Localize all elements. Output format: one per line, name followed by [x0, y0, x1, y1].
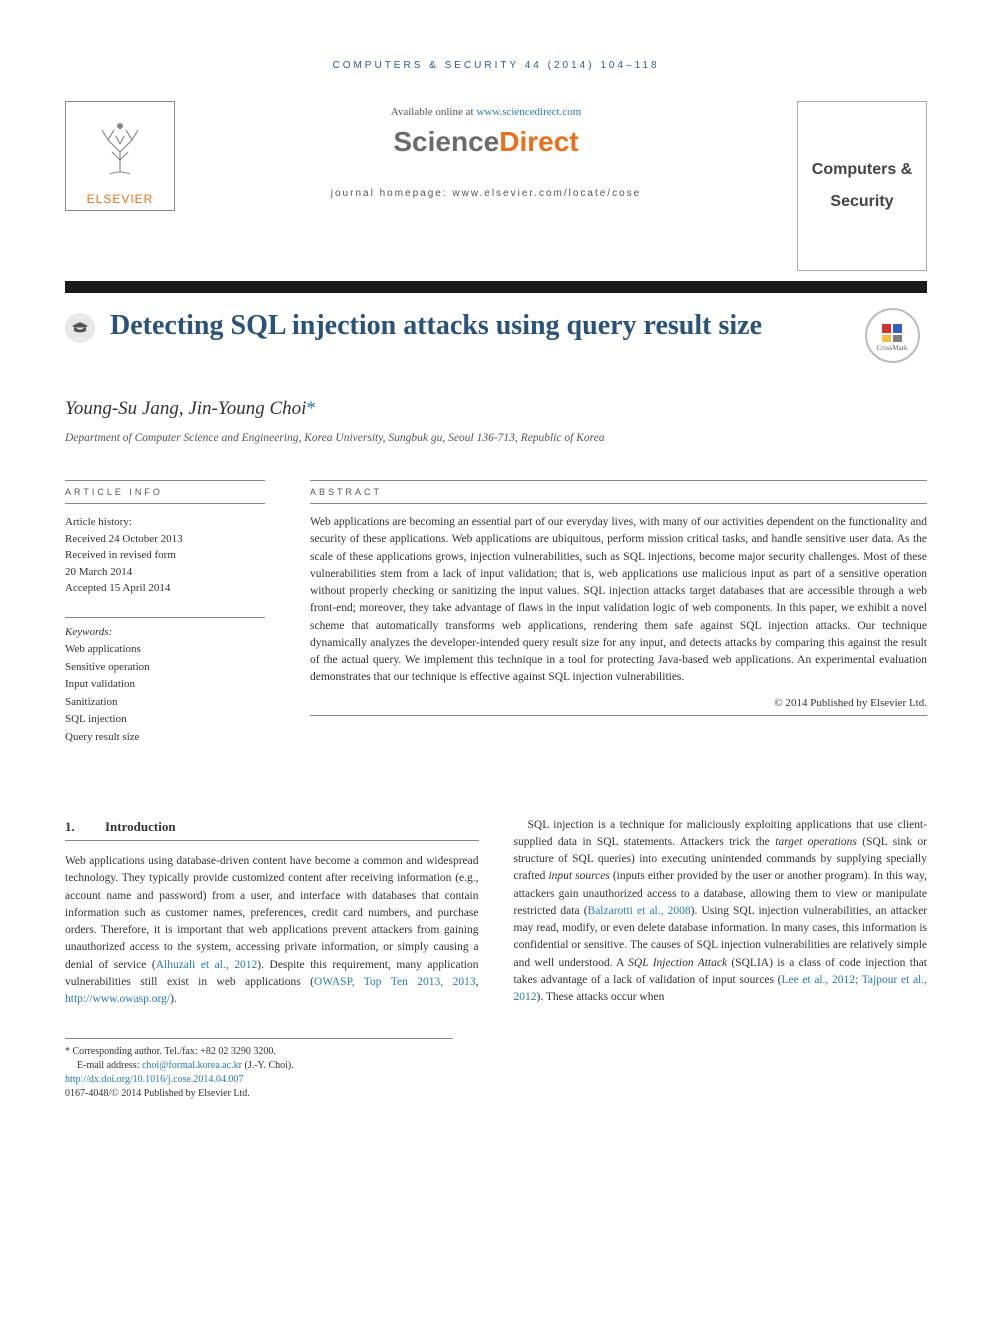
abstract-text: Web applications are becoming an essenti… [310, 514, 927, 687]
header-block: ELSEVIER Available online at www.science… [65, 101, 927, 271]
corresponding-author: * Corresponding author. Tel./fax: +82 02… [65, 1045, 453, 1059]
footnotes: * Corresponding author. Tel./fax: +82 02… [65, 1038, 453, 1101]
article-info: ARTICLE INFO Article history: Received 2… [65, 474, 265, 747]
issn-line: 0167-4048/© 2014 Published by Elsevier L… [65, 1087, 453, 1101]
article-title: Detecting SQL injection attacks using qu… [110, 308, 842, 344]
corr-marker: * [306, 398, 316, 419]
article-history: Article history: Received 24 October 201… [65, 514, 265, 597]
section-heading: 1.Introduction [65, 817, 479, 842]
elsevier-tree-icon [90, 102, 150, 192]
external-link[interactable]: http://www.owasp.org/ [65, 993, 170, 1005]
abstract-heading: ABSTRACT [310, 487, 927, 497]
copyright: © 2014 Published by Elsevier Ltd. [310, 697, 927, 709]
keywords: Keywords: Web applications Sensitive ope… [65, 624, 265, 747]
doi-link[interactable]: http://dx.doi.org/10.1016/j.cose.2014.04… [65, 1074, 243, 1085]
running-head: COMPUTERS & SECURITY 44 (2014) 104–118 [65, 60, 927, 71]
graduation-cap-icon [65, 313, 95, 343]
available-online: Available online at www.sciencedirect.co… [195, 106, 777, 118]
crossmark-badge[interactable]: CrossMark [857, 308, 927, 363]
email-line: E-mail address: choi@formal.korea.ac.kr … [65, 1059, 453, 1073]
sciencedirect-link[interactable]: www.sciencedirect.com [476, 106, 581, 118]
body-column-right: SQL injection is a technique for malicio… [514, 817, 928, 1009]
divider-bar [65, 281, 927, 293]
affiliation: Department of Computer Science and Engin… [65, 432, 927, 444]
citation-link[interactable]: Alhuzali et al., 2012 [156, 959, 258, 971]
body-paragraph: Web applications using database-driven c… [65, 853, 479, 1008]
publisher-logo: ELSEVIER [65, 101, 175, 211]
abstract: ABSTRACT Web applications are becoming a… [310, 474, 927, 747]
publisher-name: ELSEVIER [87, 192, 154, 206]
email-link[interactable]: choi@formal.korea.ac.kr [142, 1060, 242, 1071]
journal-homepage: journal homepage: www.elsevier.com/locat… [195, 188, 777, 199]
body-paragraph: SQL injection is a technique for malicio… [514, 817, 928, 1007]
info-heading: ARTICLE INFO [65, 487, 265, 497]
sciencedirect-logo: ScienceDirect [195, 126, 777, 158]
journal-cover: Computers & Security [797, 101, 927, 271]
body-column-left: 1.Introduction Web applications using da… [65, 817, 479, 1009]
citation-link[interactable]: Balzarotti et al., 2008 [588, 905, 691, 917]
authors: Young-Su Jang, Jin-Young Choi* [65, 398, 927, 420]
citation-link[interactable]: OWASP, Top Ten 2013, 2013 [314, 976, 476, 988]
